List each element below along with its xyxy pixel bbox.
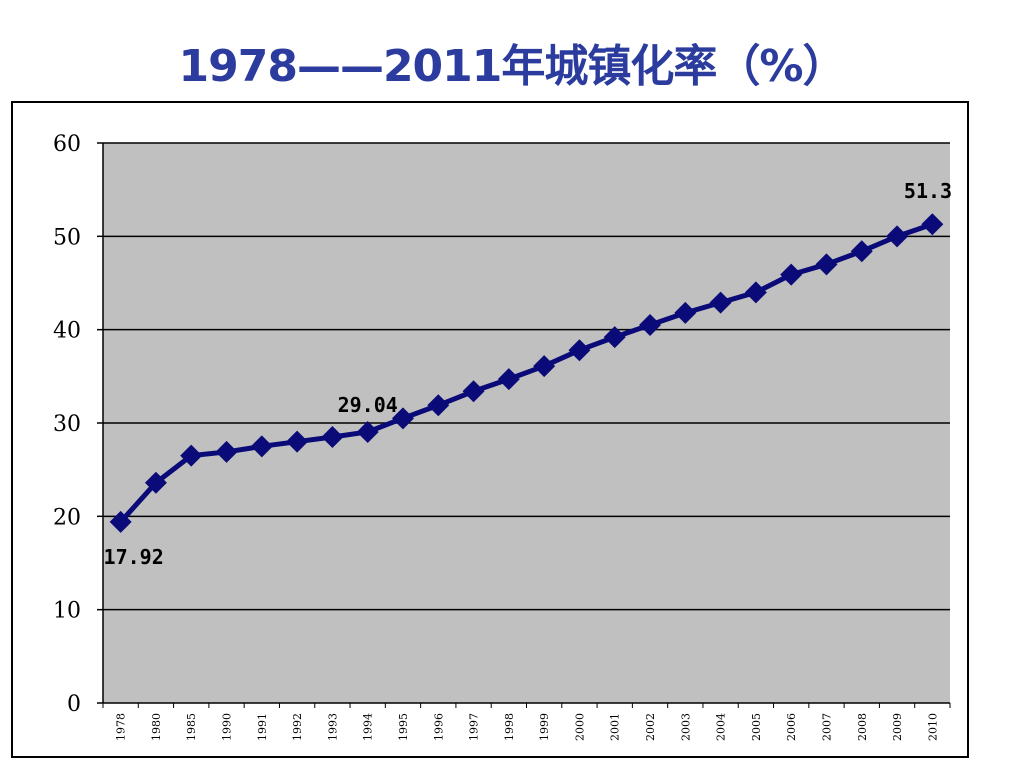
- data-point-marker: [497, 368, 520, 391]
- data-point-marker: [427, 394, 450, 417]
- y-tick-label: 30: [53, 412, 81, 437]
- data-point-marker: [674, 301, 697, 324]
- data-point-marker: [391, 407, 414, 430]
- line-chart: 0 10 20 30 40 50 60 1978 1980 1985 1990 1991 1992 199…: [53, 132, 953, 741]
- x-tick-label: 2008: [856, 713, 869, 741]
- data-point-marker: [356, 420, 379, 443]
- chart-frame: 0 10 20 30 40 50 60 1978 1980 1985 1990 1991 1992 199…: [11, 101, 969, 758]
- y-tick-label: 50: [53, 225, 81, 250]
- data-point-marker: [286, 430, 309, 453]
- x-tick-label: 1991: [256, 713, 269, 741]
- chart-title: 1978——2011年城镇化率（%）: [178, 41, 846, 92]
- data-point-marker: [603, 326, 626, 349]
- data-point-marker: [744, 281, 767, 304]
- data-point-marker: [180, 444, 203, 467]
- data-labels: 17.92 29.04 51.3: [104, 179, 953, 569]
- y-tick-label: 10: [53, 599, 81, 624]
- x-tick-label: 1999: [538, 713, 551, 741]
- data-point-marker: [568, 339, 591, 362]
- data-point-marker: [639, 314, 662, 336]
- x-tick-label: 1995: [397, 713, 410, 741]
- x-tick-label: 2009: [891, 713, 904, 741]
- x-tick-label: 2006: [785, 713, 798, 741]
- data-point-marker: [709, 291, 732, 314]
- data-point-marker: [250, 435, 273, 458]
- data-point-marker: [533, 355, 556, 378]
- x-tick-label: 1997: [468, 713, 481, 741]
- x-tick-label: 1992: [291, 713, 304, 741]
- x-tick-label: 1978: [115, 713, 128, 741]
- x-tick-label: 1996: [432, 713, 445, 741]
- data-point-marker: [215, 440, 238, 463]
- data-point-marker: [462, 380, 485, 403]
- x-tick-label: 1990: [221, 713, 234, 741]
- data-point-marker: [109, 510, 132, 533]
- data-point-marker: [850, 240, 873, 263]
- data-point-marker: [886, 225, 909, 248]
- x-tick-label: 2005: [750, 713, 763, 741]
- x-tick-label: 2007: [820, 713, 833, 741]
- x-tick-label: 1998: [503, 713, 516, 741]
- x-tick-label: 2000: [573, 713, 586, 741]
- y-tick-label: 0: [67, 692, 81, 717]
- x-tick-label: 2004: [715, 713, 728, 741]
- x-tick-label: 2010: [926, 713, 939, 741]
- x-tick-label: 1985: [185, 713, 198, 741]
- x-tick-label: 2002: [644, 713, 657, 741]
- data-label: 29.04: [338, 393, 398, 417]
- data-point-marker: [921, 213, 944, 236]
- data-label: 51.3: [904, 179, 952, 203]
- data-point-marker: [780, 263, 803, 286]
- axes: 0 10 20 30 40 50 60 1978 1980 1985 1990 1991 1992 199…: [53, 132, 951, 741]
- data-point-marker: [321, 426, 344, 448]
- gridlines: [103, 142, 950, 611]
- x-tick-label: 1980: [150, 713, 163, 741]
- data-point-marker: [144, 471, 167, 494]
- x-tick-label: 1994: [362, 713, 375, 741]
- data-label: 17.92: [104, 545, 164, 569]
- series-layer: [109, 213, 944, 533]
- y-tick-label: 60: [53, 132, 81, 157]
- x-tick-label: 2003: [679, 713, 692, 741]
- x-tick-label: 1993: [326, 713, 339, 741]
- x-tick-label: 2001: [609, 713, 622, 741]
- y-tick-label: 40: [53, 319, 81, 344]
- y-tick-label: 20: [53, 505, 81, 530]
